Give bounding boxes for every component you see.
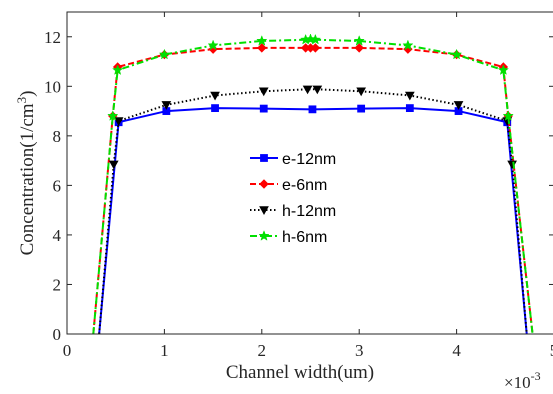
legend-label-e-6nm: e-6nm xyxy=(282,177,327,194)
legend: e-12nm e-6nm h-12nm h-6nm xyxy=(250,151,336,246)
data-point-h-6nm xyxy=(502,110,514,121)
legend-label-h-6nm: h-6nm xyxy=(282,229,327,246)
y-tick-label: 12 xyxy=(44,28,61,47)
data-point-e-12nm xyxy=(259,104,268,113)
data-point-e-6nm xyxy=(310,43,321,53)
data-point-h-12nm xyxy=(258,87,269,97)
data-point-e-12nm xyxy=(308,105,317,114)
data-point-h-6nm xyxy=(158,48,171,60)
y-axis-label: Concentration(1/cm3) xyxy=(14,91,38,256)
x-tick-label: 2 xyxy=(258,341,267,360)
data-point-h-6nm xyxy=(256,35,268,46)
series-h-12nm xyxy=(98,85,528,334)
legend-marker-e-6nm xyxy=(259,179,269,189)
x-tick-label: 1 xyxy=(160,341,169,360)
legend-marker-h-12nm xyxy=(259,206,269,216)
x-tick-label: 0 xyxy=(63,341,72,360)
series-layer xyxy=(92,33,534,334)
data-point-h-6nm xyxy=(112,64,124,75)
data-point-h-6nm xyxy=(450,48,463,60)
data-point-e-12nm xyxy=(357,104,366,113)
data-point-h-12nm xyxy=(404,91,415,101)
y-tick-label: 10 xyxy=(44,77,61,96)
data-point-h-12nm xyxy=(302,85,313,95)
data-point-h-12nm xyxy=(113,117,124,127)
series-h-6nm xyxy=(92,33,534,334)
y-axis-label-superscript: 3 xyxy=(14,97,29,104)
data-point-h-6nm xyxy=(353,35,365,46)
legend-item-h-6nm: h-6nm xyxy=(250,229,327,246)
data-point-h-12nm xyxy=(161,101,172,110)
y-tick-label: 2 xyxy=(53,275,62,294)
legend-label-h-12nm: h-12nm xyxy=(282,203,336,220)
y-axis-label-main: Concentration(1/cm xyxy=(17,103,38,255)
y-tick-label: 8 xyxy=(53,127,62,146)
data-point-h-12nm xyxy=(453,101,464,110)
y-tick-label: 0 xyxy=(53,325,62,344)
x-tick-label: 5 xyxy=(550,341,553,360)
data-point-h-6nm xyxy=(207,39,219,51)
data-point-e-12nm xyxy=(211,104,219,113)
series-group xyxy=(92,33,534,334)
data-point-h-6nm xyxy=(309,33,321,45)
data-point-e-12nm xyxy=(405,104,414,113)
x-axis-exponent-power: -3 xyxy=(531,369,541,383)
data-point-h-6nm xyxy=(497,64,509,75)
series-line-h-12nm xyxy=(98,88,528,334)
x-axis-exponent: ×10-3 xyxy=(504,369,541,392)
data-point-h-12nm xyxy=(210,91,220,101)
data-point-e-6nm xyxy=(257,43,267,53)
legend-item-e-12nm: e-12nm xyxy=(250,151,336,168)
legend-marker-h-6nm xyxy=(258,230,270,241)
x-axis-label: Channel width(um) xyxy=(226,362,374,383)
legend-marker-e-12nm xyxy=(260,154,268,162)
data-point-h-12nm xyxy=(312,85,323,95)
data-point-h-6nm xyxy=(402,39,414,51)
x-tick-label: 3 xyxy=(355,341,364,360)
data-point-h-12nm xyxy=(356,87,366,97)
y-tick-label: 4 xyxy=(53,226,62,245)
legend-label-e-12nm: e-12nm xyxy=(282,151,336,168)
data-point-e-6nm xyxy=(354,43,364,53)
series-e-12nm xyxy=(98,104,528,334)
axes-layer: 012345024681012 xyxy=(44,11,553,360)
y-tick-label: 6 xyxy=(53,176,62,195)
legend-item-h-12nm: h-12nm xyxy=(250,203,336,220)
data-point-h-12nm xyxy=(108,160,119,170)
plot-area xyxy=(67,12,553,334)
x-tick-label: 4 xyxy=(452,341,461,360)
data-point-h-6nm xyxy=(107,110,119,121)
legend-item-e-6nm: e-6nm xyxy=(250,177,327,194)
x-axis-exponent-base: ×10 xyxy=(504,373,531,392)
y-axis-label-close: ) xyxy=(17,91,38,97)
plot-frame xyxy=(66,11,553,335)
